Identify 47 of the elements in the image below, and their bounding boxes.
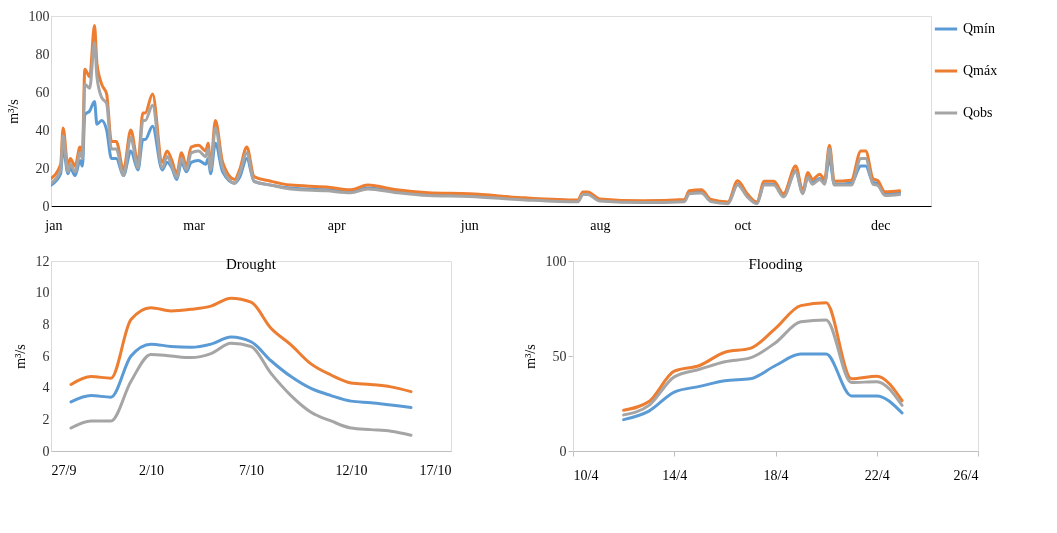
y-tick-label: 6 (42, 348, 50, 364)
line-series (69, 296, 413, 394)
line-series (622, 301, 904, 412)
x-tick-label: jun (459, 217, 479, 233)
y-axis-title: m³/s (522, 344, 538, 369)
y-tick-label: 50 (552, 348, 567, 364)
x-tick-label: 26/4 (953, 467, 979, 483)
x-tick-label: oct (734, 217, 752, 233)
line-series (69, 341, 413, 437)
y-tick-label: 100 (28, 8, 50, 24)
y-tick-label: 20 (35, 160, 50, 176)
y-axis-title: m³/s (5, 99, 21, 124)
x-tick-label: jan (44, 217, 63, 233)
y-tick-label: 0 (42, 198, 50, 214)
y-tick-label: 8 (42, 316, 50, 332)
y-tick-label: 40 (35, 122, 50, 138)
x-tick-label: 7/10 (239, 462, 264, 478)
x-tick-label: 12/10 (335, 462, 368, 478)
line-series (622, 352, 904, 422)
x-tick-label: 17/10 (419, 462, 452, 478)
x-tick-label: 2/10 (139, 462, 164, 478)
y-tick-label: 0 (559, 443, 567, 459)
y-tick-label: 12 (35, 253, 50, 269)
x-tick-label: 10/4 (573, 467, 599, 483)
y-axis-title: m³/s (12, 344, 28, 369)
y-tick-label: 60 (35, 84, 50, 100)
y-tick-label: 10 (35, 285, 50, 301)
legend-label: Qobs (963, 105, 993, 120)
legend-label: Qmín (963, 21, 995, 36)
chart-title: Flooding (748, 256, 804, 272)
line-series (69, 335, 413, 409)
x-tick-label: apr (327, 217, 347, 233)
y-tick-label: 4 (42, 380, 50, 396)
line-series (622, 318, 904, 417)
y-tick-label: 100 (545, 253, 567, 269)
x-tick-label: 14/4 (662, 467, 688, 483)
x-tick-label: dec (871, 217, 891, 233)
x-tick-label: 22/4 (864, 467, 890, 483)
legend-label: Qmáx (963, 63, 998, 78)
x-tick-label: 27/9 (51, 462, 77, 478)
y-tick-label: 2 (42, 411, 50, 427)
x-tick-label: 18/4 (763, 467, 789, 483)
x-tick-label: mar (183, 217, 206, 233)
chart-title: Drought (226, 256, 277, 272)
y-tick-label: 80 (35, 46, 50, 62)
x-tick-label: aug (590, 217, 611, 233)
y-tick-label: 0 (42, 443, 50, 459)
